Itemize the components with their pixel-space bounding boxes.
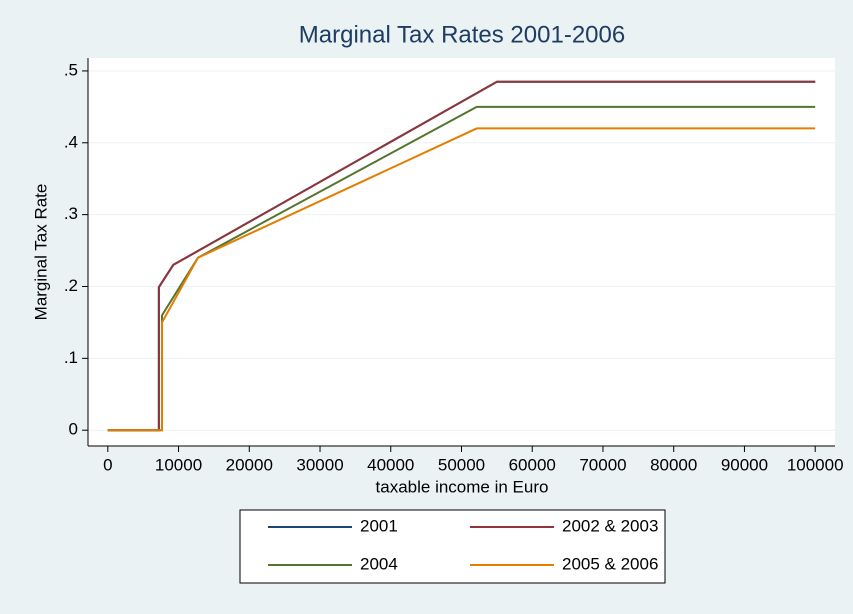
y-tick-label: .3 bbox=[64, 204, 78, 223]
legend-label: 2005 & 2006 bbox=[562, 554, 658, 573]
x-tick-label: 50000 bbox=[438, 455, 485, 474]
x-tick-label: 60000 bbox=[509, 455, 556, 474]
x-tick-label: 40000 bbox=[367, 455, 414, 474]
x-tick-label: 80000 bbox=[650, 455, 697, 474]
y-axis-label: Marginal Tax Rate bbox=[31, 184, 50, 321]
x-tick-label: 0 bbox=[103, 455, 112, 474]
legend-box bbox=[239, 509, 666, 584]
legend-label: 2001 bbox=[360, 516, 398, 535]
y-tick-label: .5 bbox=[64, 60, 78, 79]
legend-label: 2002 & 2003 bbox=[562, 516, 658, 535]
legend-label: 2004 bbox=[360, 554, 398, 573]
x-tick-label: 20000 bbox=[226, 455, 273, 474]
x-tick-label: 10000 bbox=[155, 455, 202, 474]
y-tick-label: 0 bbox=[69, 420, 78, 439]
x-tick-label: 30000 bbox=[296, 455, 343, 474]
x-tick-label: 100000 bbox=[787, 455, 844, 474]
y-tick-label: .4 bbox=[64, 132, 78, 151]
x-axis-label: taxable income in Euro bbox=[376, 477, 549, 496]
x-tick-label: 70000 bbox=[579, 455, 626, 474]
series-line bbox=[107, 127, 816, 432]
chart-title: Marginal Tax Rates 2001-2006 bbox=[299, 21, 625, 48]
y-tick-label: .2 bbox=[64, 276, 78, 295]
y-tick-label: .1 bbox=[64, 348, 78, 367]
x-tick-label: 90000 bbox=[721, 455, 768, 474]
